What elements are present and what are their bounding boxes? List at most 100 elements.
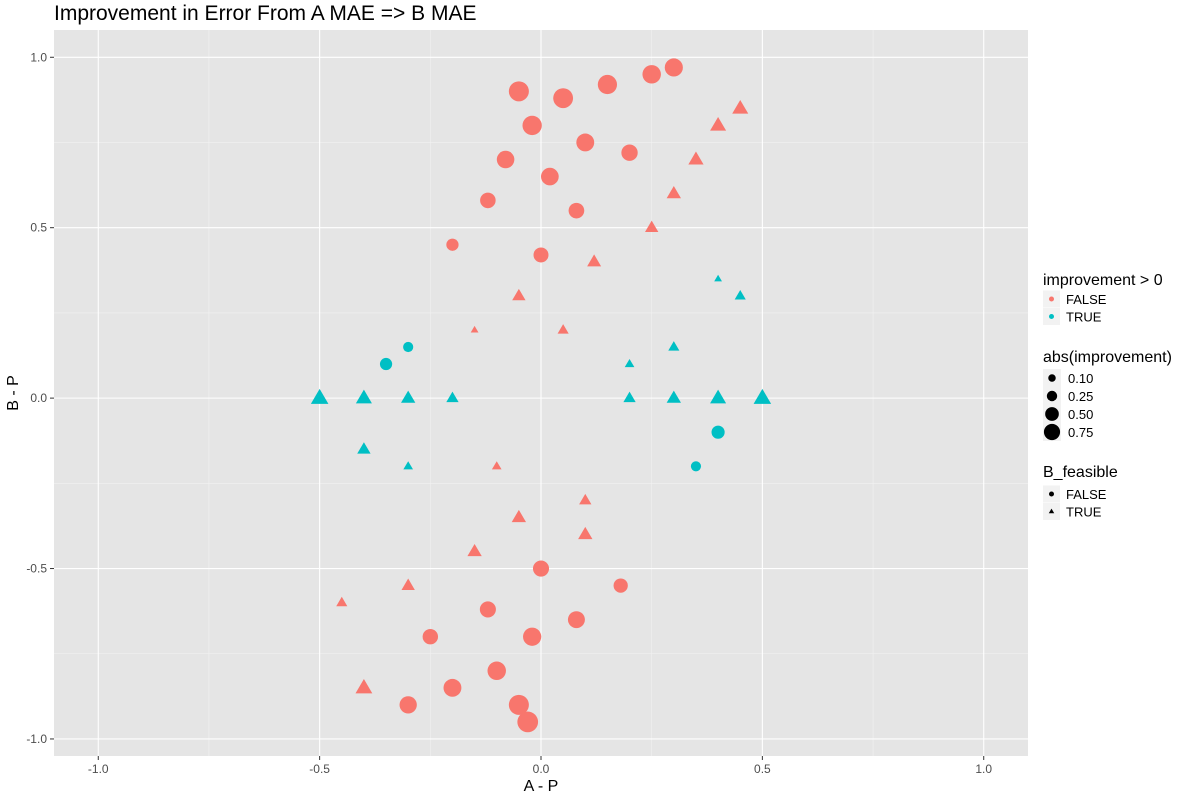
legend-size-key	[1048, 374, 1056, 382]
data-point	[557, 324, 569, 334]
data-point	[470, 325, 479, 333]
legend-shape-label: TRUE	[1066, 505, 1102, 520]
y-tick-label: 1.0	[30, 50, 47, 64]
data-point	[310, 388, 329, 404]
data-point	[541, 167, 559, 186]
legend-size-label: 0.75	[1068, 425, 1093, 440]
data-point	[587, 254, 602, 267]
legend-color-group: FALSE TRUE	[1043, 290, 1107, 325]
data-point	[517, 711, 539, 733]
legend-shape-title: B_feasible	[1043, 464, 1118, 481]
data-points	[310, 58, 772, 733]
data-point	[568, 202, 585, 219]
data-point	[567, 611, 585, 629]
legend-size-group: 0.10 0.25 0.50 0.75	[1043, 369, 1093, 441]
data-point	[446, 238, 459, 251]
data-point	[532, 560, 550, 577]
data-point	[553, 88, 574, 109]
data-point	[357, 442, 371, 454]
data-point	[511, 509, 527, 523]
legend-size-key	[1043, 423, 1061, 441]
data-point	[508, 81, 529, 102]
chart-title: Improvement in Error From A MAE => B MAE	[54, 2, 477, 25]
y-tick-label: -0.5	[26, 562, 47, 576]
x-tick-label: 0.0	[533, 762, 550, 776]
data-point	[523, 627, 542, 646]
legend-size-label: 0.50	[1068, 407, 1093, 422]
legend-color-title: improvement > 0	[1043, 272, 1163, 289]
x-tick-label: 1.0	[975, 762, 992, 776]
data-point	[467, 543, 482, 557]
data-point	[624, 358, 635, 368]
data-point	[613, 578, 628, 593]
legend-color-key	[1049, 314, 1054, 319]
grid-major	[54, 30, 1028, 756]
x-tick-label: 0.5	[754, 762, 771, 776]
data-point	[690, 461, 702, 472]
legend-color-label: FALSE	[1066, 292, 1107, 307]
legend-size-label: 0.25	[1068, 389, 1093, 404]
data-point	[668, 341, 680, 351]
y-axis-title: B - P	[5, 375, 22, 411]
data-point	[664, 58, 683, 77]
data-point	[401, 390, 416, 403]
data-point	[576, 133, 595, 152]
legend-shape-key	[1048, 508, 1055, 514]
data-point	[403, 461, 414, 470]
legend-size-title: abs(improvement)	[1043, 349, 1172, 366]
y-tick-label: 0.5	[30, 221, 47, 235]
y-tick-label: 0.0	[30, 391, 47, 405]
data-point	[399, 696, 417, 714]
data-point	[336, 596, 348, 607]
data-point	[732, 99, 749, 114]
data-point	[533, 247, 549, 263]
legend-size-label: 0.10	[1068, 371, 1093, 386]
data-point	[355, 389, 372, 404]
data-point	[496, 150, 515, 169]
data-point	[379, 357, 393, 371]
data-point	[644, 220, 659, 233]
x-axis-ticks: -1.0 -0.5 0.0 0.5 1.0	[88, 756, 992, 776]
data-point	[714, 274, 722, 282]
legend-size-key	[1045, 407, 1059, 421]
legend-shape-label: FALSE	[1066, 487, 1107, 502]
data-point	[491, 461, 502, 470]
data-point	[355, 678, 373, 694]
data-point	[623, 391, 636, 403]
data-point	[642, 65, 661, 84]
data-point	[597, 74, 618, 95]
x-tick-label: -1.0	[88, 762, 109, 776]
data-point	[688, 151, 704, 165]
data-point	[710, 116, 727, 131]
data-point	[753, 388, 772, 404]
data-point	[508, 694, 529, 715]
data-point	[621, 144, 638, 161]
data-point	[487, 661, 506, 681]
y-axis-ticks: -1.0 -0.5 0.0 0.5 1.0	[26, 50, 54, 746]
data-point	[578, 526, 593, 540]
data-point	[422, 629, 439, 645]
data-point	[512, 288, 526, 301]
data-point	[522, 115, 542, 136]
legend-color-key	[1049, 296, 1054, 302]
legend-color-label: TRUE	[1066, 310, 1102, 325]
x-axis-title: A - P	[524, 778, 559, 795]
legend-shape-group: FALSE TRUE	[1043, 485, 1107, 520]
legend-shape-key	[1049, 491, 1054, 497]
data-point	[443, 678, 462, 697]
data-point	[711, 425, 725, 439]
data-point	[734, 290, 746, 300]
data-point	[666, 186, 681, 199]
data-point	[480, 192, 496, 209]
data-point	[579, 493, 592, 505]
y-tick-label: -1.0	[26, 732, 47, 746]
legend: improvement > 0 FALSE TRUE abs(improvemen…	[1043, 272, 1172, 520]
x-tick-label: -0.5	[309, 762, 330, 776]
data-point	[446, 391, 459, 403]
legend-size-key	[1046, 390, 1058, 402]
data-point	[403, 341, 414, 353]
data-point	[710, 389, 727, 404]
data-point	[401, 578, 415, 590]
data-point	[666, 390, 681, 403]
